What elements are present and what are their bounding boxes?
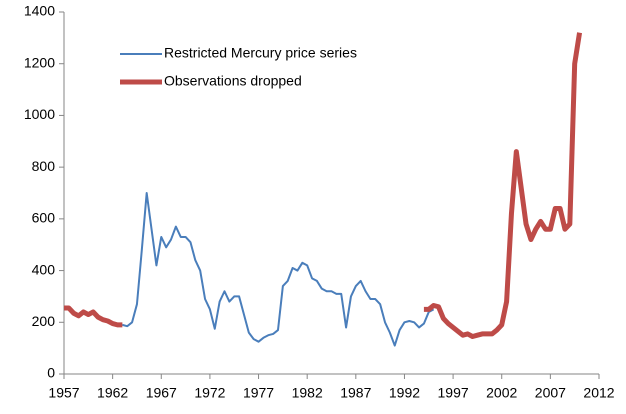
x-tick-label: 1992 [389,385,420,401]
x-tick-label: 1997 [438,385,469,401]
y-tick-label: 1400 [24,3,55,19]
legend-label: Restricted Mercury price series [164,45,357,61]
x-tick-label: 1957 [48,385,79,401]
y-tick-label: 800 [32,158,56,174]
x-tick-label: 1962 [97,385,128,401]
y-tick-label: 200 [32,313,56,329]
x-tick-label: 2012 [583,385,614,401]
series-line [64,32,583,340]
x-tick-label: 1982 [292,385,323,401]
x-tick-label: 1972 [194,385,225,401]
x-tick-label: 1987 [340,385,371,401]
legend-label: Observations dropped [164,73,302,89]
x-tick-label: 1977 [243,385,274,401]
y-tick-label: 1200 [24,54,55,70]
x-tick-label: 2007 [535,385,566,401]
x-tick-label: 1967 [146,385,177,401]
x-tick-label: 2002 [486,385,517,401]
y-tick-label: 0 [47,365,55,381]
y-tick-label: 1000 [24,106,55,122]
y-tick-label: 400 [32,261,56,277]
y-tick-label: 600 [32,210,56,226]
series-line [122,192,435,347]
